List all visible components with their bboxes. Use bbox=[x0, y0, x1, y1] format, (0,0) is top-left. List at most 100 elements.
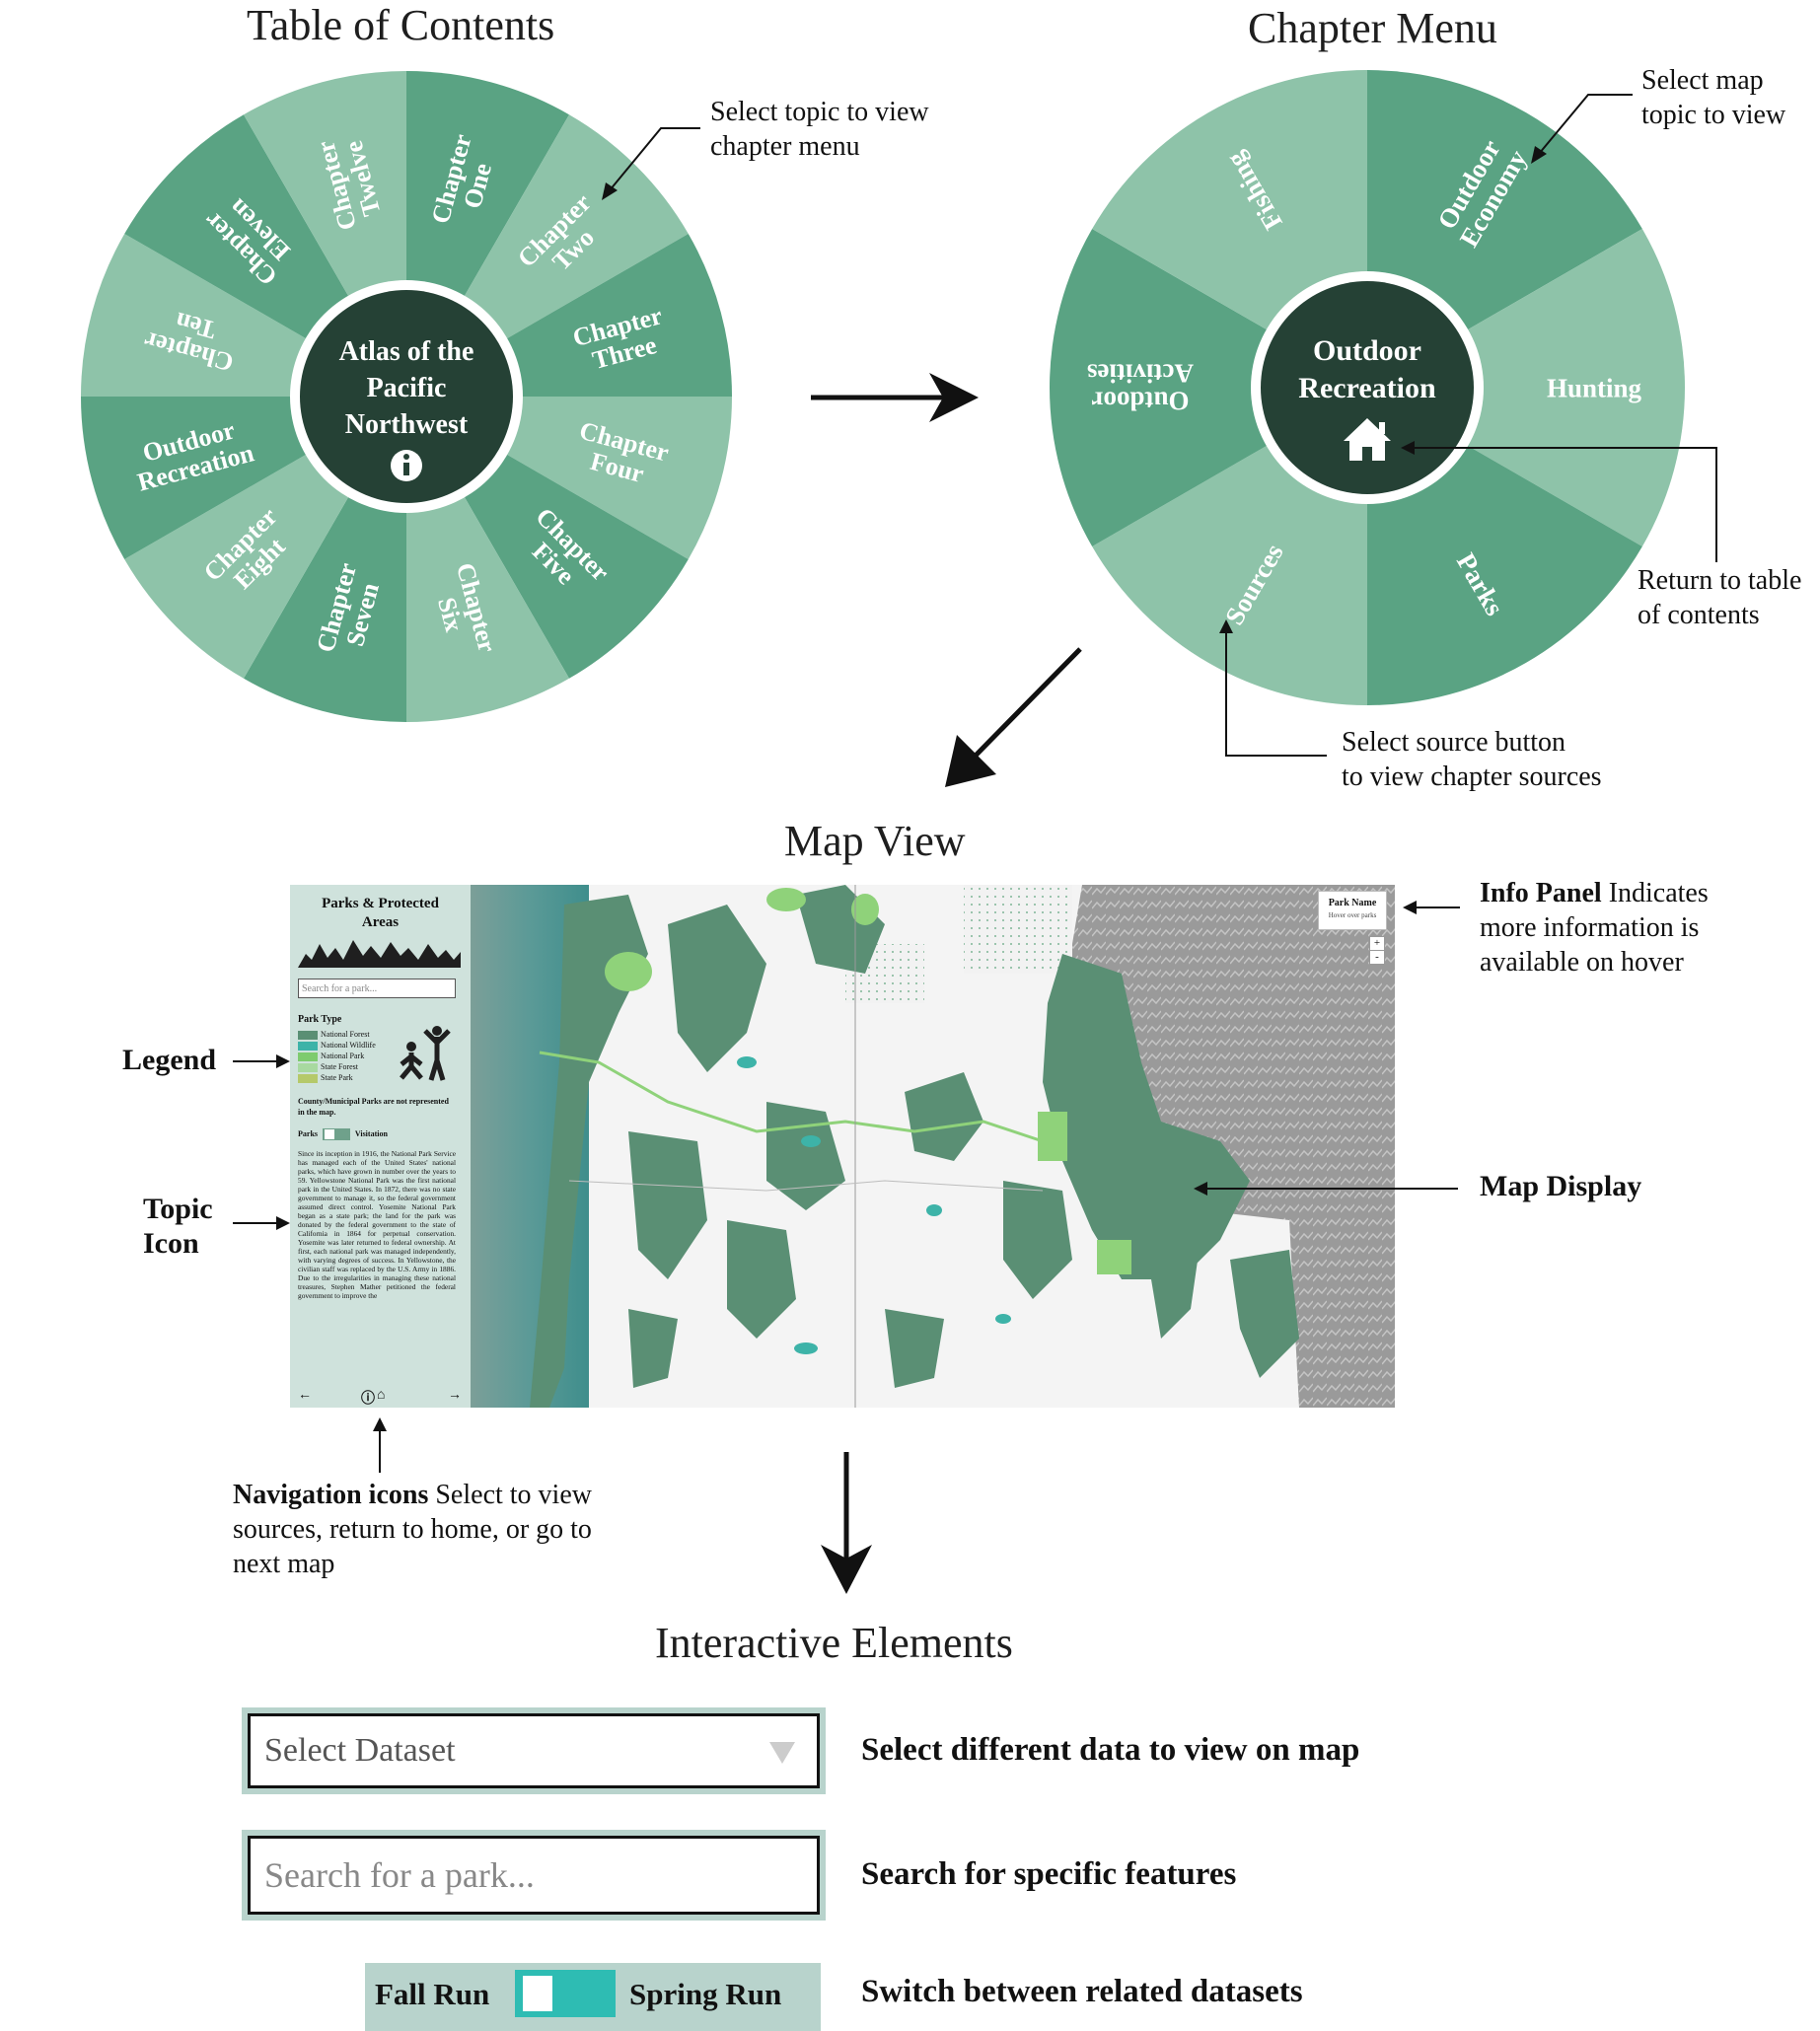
legend-label-state-park: State Park bbox=[321, 1073, 353, 1082]
panel-body-text: Since its inception in 1916, the Nationa… bbox=[298, 1149, 456, 1300]
map-screenshot: Parks & Protected Areas Search for a par… bbox=[290, 885, 1395, 1408]
toc-annotation: Select topic to view chapter menu bbox=[710, 95, 929, 164]
zoom-out-button[interactable]: - bbox=[1370, 950, 1384, 964]
legend-label-arrow bbox=[233, 1054, 290, 1068]
legend-swatch-national-wildlife bbox=[298, 1041, 318, 1051]
mini-toggle-left: Parks bbox=[298, 1128, 318, 1138]
toc-annotation-line2: chapter menu bbox=[710, 131, 860, 162]
panel-mini-toggle[interactable]: Parks Visitation bbox=[298, 1128, 388, 1140]
toc-annotation-line1: Select topic to view bbox=[710, 97, 929, 127]
legend-label-national-park: National Park bbox=[321, 1052, 365, 1060]
legend-swatch-national-forest bbox=[298, 1030, 318, 1040]
toc-annotation-arrow bbox=[602, 127, 700, 200]
map-view-title: Map View bbox=[784, 817, 966, 865]
map-display-arrow bbox=[1194, 1182, 1458, 1196]
info-panel-title: Park Name bbox=[1328, 898, 1377, 908]
toggle-switch[interactable] bbox=[515, 1970, 616, 2017]
legend-title: Park Type bbox=[298, 1014, 342, 1025]
legend-label-state-forest: State Forest bbox=[321, 1062, 358, 1071]
legend-swatch-national-park bbox=[298, 1052, 318, 1061]
chapter-center-line1: Outdoor bbox=[1313, 334, 1421, 367]
legend-item-state-forest: State Forest bbox=[298, 1061, 358, 1072]
legend-label: Legend bbox=[122, 1044, 217, 1076]
map-display-label: Map Display bbox=[1480, 1170, 1642, 1202]
topic-icon-arrow bbox=[233, 1216, 290, 1230]
arrow-chapter-to-map bbox=[945, 647, 1082, 787]
home-nav-icon[interactable]: ⌂ bbox=[377, 1388, 386, 1403]
panel-title-line1: Parks & Protected bbox=[322, 896, 439, 911]
chapter-segment-hunting[interactable] bbox=[1367, 229, 1685, 546]
toggle-right-label: Spring Run bbox=[629, 1977, 782, 2011]
sources-line2: to view chapter sources bbox=[1342, 762, 1602, 792]
legend-label-national-forest: National Forest bbox=[321, 1030, 370, 1039]
sources-arrow bbox=[1219, 619, 1327, 757]
fall-spring-toggle[interactable]: Fall Run Spring Run bbox=[365, 1963, 821, 2031]
legend-item-state-park: State Park bbox=[298, 1072, 353, 1083]
chapter-center bbox=[1261, 281, 1474, 494]
navigation-caption-bold: Navigation icons bbox=[233, 1480, 429, 1510]
next-arrow-icon[interactable]: → bbox=[448, 1388, 462, 1403]
return-annotation: Return to table of contents bbox=[1638, 563, 1801, 632]
legend-label-national-wildlife: National Wildlife bbox=[321, 1041, 376, 1050]
chapter-menu-wheel: OutdoorEconomyHuntingParksSourcesOutdoor… bbox=[1050, 70, 1685, 705]
navigation-arrow bbox=[373, 1417, 387, 1473]
legend-item-national-wildlife: National Wildlife bbox=[298, 1040, 376, 1051]
hiker-topic-icon bbox=[400, 1026, 451, 1081]
return-line1: Return to table bbox=[1638, 565, 1802, 596]
toc-center-button[interactable] bbox=[300, 290, 513, 503]
legend-item-national-park: National Park bbox=[298, 1051, 364, 1061]
select-map-line1: Select map bbox=[1641, 65, 1764, 96]
mountains-icon bbox=[298, 940, 461, 968]
panel-search-input[interactable]: Search for a park... bbox=[298, 979, 456, 998]
chapter-segment-outdoor-activities[interactable] bbox=[1050, 229, 1367, 546]
interactive-elements-title: Interactive Elements bbox=[655, 1619, 1013, 1667]
select-dataset-dropdown[interactable]: Select Dataset bbox=[242, 1707, 826, 1794]
return-arrow bbox=[1401, 441, 1717, 562]
toggle-knob[interactable] bbox=[523, 1976, 552, 2011]
panel-navigation: ← ⓘ ⌂ → bbox=[290, 1388, 471, 1408]
toc-title: Table of Contents bbox=[247, 1, 555, 49]
navigation-caption: Navigation icons Select to view sources,… bbox=[233, 1478, 592, 1581]
arrow-toc-to-chapter bbox=[811, 373, 979, 422]
topic-icon-line2: Icon bbox=[143, 1227, 199, 1260]
map-side-panel: Parks & Protected Areas Search for a par… bbox=[290, 885, 471, 1408]
topic-icon-line1: Topic bbox=[143, 1193, 213, 1225]
info-panel-caption-line2: more information is bbox=[1480, 912, 1700, 943]
info-panel-arrow bbox=[1403, 901, 1460, 914]
navigation-caption-line3: next map bbox=[233, 1549, 335, 1579]
home-icon[interactable] bbox=[1344, 418, 1391, 461]
toc-wheel: ChapterOneChapterTwoChapterThreeChapterF… bbox=[81, 71, 732, 722]
arrow-map-to-interactive bbox=[821, 1452, 872, 1594]
toggle-description: Switch between related datasets bbox=[861, 1974, 1303, 2009]
toc-center-line3: Northwest bbox=[345, 409, 469, 440]
map-display[interactable]: Park Name Hover over parks + - bbox=[471, 885, 1395, 1408]
prev-arrow-icon[interactable]: ← bbox=[298, 1388, 312, 1403]
toggle-left-label: Fall Run bbox=[375, 1977, 490, 2011]
legend-swatch-state-park bbox=[298, 1073, 318, 1083]
info-panel-caption-line3: available on hover bbox=[1480, 947, 1684, 978]
dropdown-triangle-icon bbox=[769, 1742, 795, 1764]
search-park-input[interactable]: Search for a park... bbox=[242, 1830, 826, 1921]
info-panel-caption-bold: Info Panel bbox=[1480, 878, 1602, 908]
info-panel-subtitle: Hover over parks bbox=[1328, 911, 1377, 919]
info-panel: Park Name Hover over parks bbox=[1318, 891, 1387, 930]
search-park-placeholder: Search for a park... bbox=[264, 1855, 535, 1895]
select-dataset-description: Select different data to view on map bbox=[861, 1732, 1360, 1768]
navigation-caption-rest: Select to view bbox=[428, 1480, 592, 1510]
zoom-in-button[interactable]: + bbox=[1373, 937, 1381, 949]
mini-toggle-right: Visitation bbox=[354, 1128, 388, 1138]
chapter-label-outdoor-activities: OutdoorActivities bbox=[1087, 358, 1194, 415]
info-nav-icon[interactable]: ⓘ bbox=[361, 1392, 375, 1407]
map-graphic bbox=[471, 885, 1395, 1408]
topic-icon-label: Topic Icon bbox=[143, 1192, 213, 1261]
return-line2: of contents bbox=[1638, 600, 1760, 630]
toc-center-line2: Pacific bbox=[367, 373, 447, 403]
info-panel-caption: Info Panel Indicates more information is… bbox=[1480, 876, 1709, 979]
legend-swatch-state-forest bbox=[298, 1062, 318, 1072]
info-icon[interactable] bbox=[391, 450, 422, 481]
sources-annotation: Select source button to view chapter sou… bbox=[1342, 725, 1602, 794]
panel-note: County/Municipal Parks are not represent… bbox=[298, 1097, 449, 1117]
search-description: Search for specific features bbox=[861, 1856, 1237, 1892]
zoom-control: + - bbox=[1369, 936, 1385, 965]
chapter-label-hunting: Hunting bbox=[1547, 373, 1642, 402]
